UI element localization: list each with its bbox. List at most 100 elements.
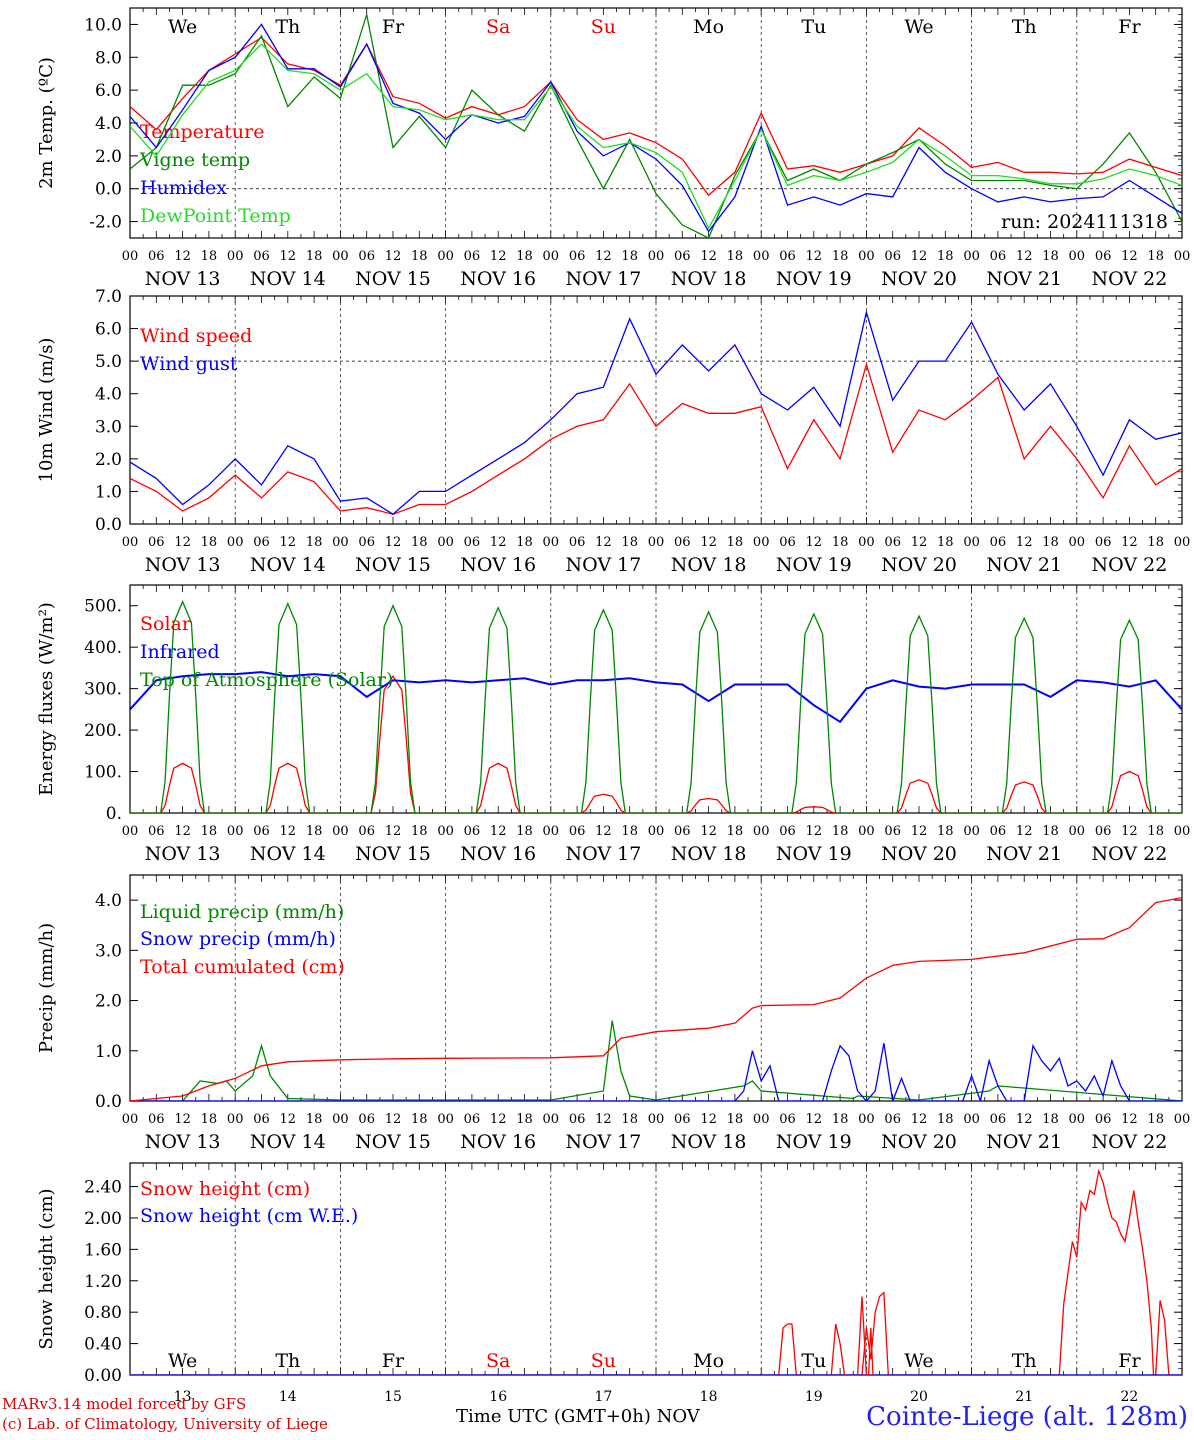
y-tick-label: 0.00	[84, 1366, 122, 1386]
hour-tick-label: 12	[806, 249, 823, 264]
date-label: NOV 17	[565, 843, 641, 865]
hour-tick-label: 12	[595, 535, 612, 550]
hour-tick-label: 12	[385, 249, 402, 264]
y-tick-label: 4.0	[95, 385, 122, 405]
hour-tick-label: 18	[306, 1112, 323, 1127]
hour-tick-label: 18	[201, 249, 218, 264]
date-number-label: 13	[174, 1389, 192, 1405]
hour-tick-label: 06	[884, 1112, 901, 1127]
y-tick-label: 5.0	[95, 352, 122, 372]
hour-tick-label: 00	[122, 535, 139, 550]
day-label: Tu	[801, 16, 826, 38]
hour-tick-label: 18	[516, 1112, 533, 1127]
day-label: Fr	[382, 16, 405, 38]
hour-tick-label: 12	[700, 535, 717, 550]
legend-entry: Snow precip (mm/h)	[140, 928, 336, 950]
y-tick-label: 2.40	[84, 1178, 122, 1198]
hour-tick-label: 18	[1147, 535, 1164, 550]
hour-tick-label: 18	[727, 824, 744, 839]
date-label: NOV 22	[1091, 554, 1167, 576]
hour-tick-label: 06	[779, 249, 796, 264]
date-label: NOV 19	[776, 554, 852, 576]
hour-tick-label: 12	[174, 824, 191, 839]
hour-tick-label: 12	[280, 824, 297, 839]
date-label: NOV 13	[145, 268, 221, 290]
panel-4: 0.0 1.0 2.0 3.0 4.0 Precip (mm/h) 00 06 12 18 NOV …	[36, 874, 1191, 1153]
hour-tick-label: 00	[543, 1112, 560, 1127]
hour-tick-label: 12	[806, 535, 823, 550]
legend-entry: Humidex	[140, 177, 227, 199]
date-label: NOV 14	[250, 843, 326, 865]
hour-tick-label: 00	[963, 824, 980, 839]
series-line-total-cumulated-cm-	[130, 896, 1182, 1101]
day-label: Fr	[382, 1350, 405, 1372]
date-label: NOV 18	[671, 554, 747, 576]
hour-tick-label: 12	[1016, 824, 1033, 839]
hour-tick-label: 18	[411, 824, 428, 839]
hour-tick-label: 06	[358, 535, 375, 550]
hour-tick-label: 12	[280, 1112, 297, 1127]
y-tick-label: 1.0	[95, 1042, 122, 1062]
hour-tick-label: 18	[621, 824, 638, 839]
y-axis-label: Energy fluxes (W/m²)	[36, 602, 57, 796]
series-line-wind-speed	[130, 362, 1182, 515]
y-tick-label: 8.0	[95, 48, 122, 68]
date-label: NOV 17	[565, 554, 641, 576]
legend-entry: Infrared	[140, 641, 220, 663]
hour-tick-label: 12	[1121, 249, 1138, 264]
y-tick-label: 4.0	[95, 891, 122, 911]
legend-entry: Total cumulated (cm)	[140, 956, 345, 978]
hour-tick-label: 12	[1121, 1112, 1138, 1127]
y-tick-label: 6.0	[95, 81, 122, 101]
date-label: NOV 21	[986, 554, 1062, 576]
hour-tick-label: 06	[884, 535, 901, 550]
hour-tick-label: 06	[569, 535, 586, 550]
y-tick-label: 2.00	[84, 1209, 122, 1229]
hour-tick-label: 18	[306, 249, 323, 264]
hour-tick-label: 12	[911, 249, 928, 264]
day-label: Su	[591, 1350, 616, 1372]
hour-tick-label: 00	[332, 1112, 349, 1127]
y-tick-label: 1.0	[95, 482, 122, 502]
hour-tick-label: 18	[621, 249, 638, 264]
y-tick-label: 300.	[84, 680, 122, 700]
hour-tick-label: 00	[227, 249, 244, 264]
run-annotation: run: 2024111318	[1001, 211, 1168, 233]
hour-tick-label: 00	[753, 249, 770, 264]
date-label: NOV 16	[460, 1131, 536, 1153]
hour-tick-label: 12	[911, 1112, 928, 1127]
hour-tick-label: 00	[1069, 824, 1086, 839]
hour-tick-label: 18	[832, 824, 849, 839]
month-label: NOV	[656, 1406, 700, 1427]
hour-tick-label: 06	[990, 249, 1007, 264]
hour-tick-label: 12	[1016, 535, 1033, 550]
hour-tick-label: 06	[464, 1112, 481, 1127]
credit-line: (c) Lab. of Climatology, University of L…	[2, 1415, 328, 1433]
hour-tick-label: 06	[569, 824, 586, 839]
date-label: NOV 20	[881, 843, 957, 865]
y-tick-label: 0.	[106, 804, 122, 824]
hour-tick-label: 18	[411, 535, 428, 550]
y-tick-label: 400.	[84, 638, 122, 658]
hour-tick-label: 00	[1069, 249, 1086, 264]
date-label: NOV 16	[460, 843, 536, 865]
date-label: NOV 19	[776, 843, 852, 865]
hour-tick-label: 06	[990, 824, 1007, 839]
series-line-snow-height-peak	[830, 1323, 846, 1376]
date-label: NOV 18	[671, 268, 747, 290]
hour-tick-label: 00	[648, 1112, 665, 1127]
y-tick-label: 100.	[84, 763, 122, 783]
hour-tick-label: 18	[306, 824, 323, 839]
hour-tick-label: 18	[201, 824, 218, 839]
y-tick-label: 3.0	[95, 941, 122, 961]
hour-tick-label: 00	[1174, 1112, 1191, 1127]
hour-tick-label: 12	[911, 535, 928, 550]
hour-tick-label: 00	[858, 249, 875, 264]
hour-tick-label: 06	[1095, 1112, 1112, 1127]
day-label: We	[904, 1350, 933, 1372]
y-tick-label: -2.0	[89, 213, 122, 233]
hour-tick-label: 18	[411, 1112, 428, 1127]
hour-tick-label: 00	[1174, 249, 1191, 264]
hour-tick-label: 18	[516, 824, 533, 839]
hour-tick-label: 06	[884, 249, 901, 264]
